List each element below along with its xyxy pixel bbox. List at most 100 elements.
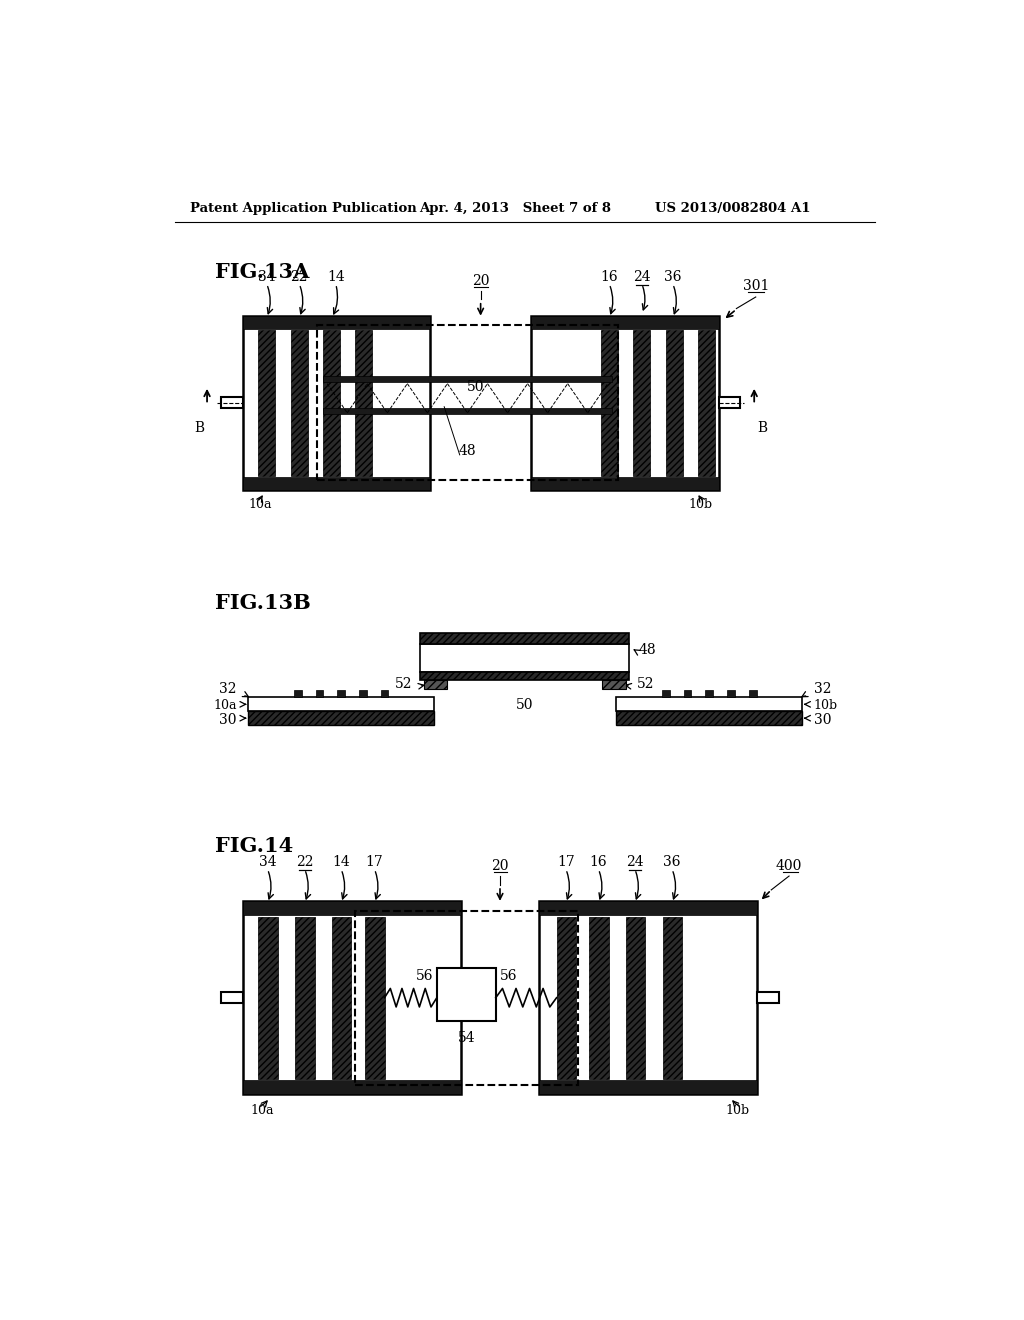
Bar <box>666 330 683 475</box>
Bar <box>662 689 670 697</box>
Bar <box>355 911 578 1085</box>
Bar <box>749 689 757 697</box>
Bar <box>243 902 461 915</box>
Text: 32: 32 <box>814 682 831 696</box>
Bar <box>531 317 719 329</box>
Bar <box>243 477 430 490</box>
Bar <box>315 689 324 697</box>
Text: 56: 56 <box>500 969 517 983</box>
Text: 48: 48 <box>639 643 656 657</box>
Bar <box>616 711 802 725</box>
Text: 34: 34 <box>258 269 275 284</box>
Bar <box>295 917 314 1078</box>
Bar <box>539 902 758 1094</box>
Bar <box>291 330 308 475</box>
Bar <box>684 689 691 697</box>
Text: 10a: 10a <box>249 499 272 511</box>
Bar <box>727 689 735 697</box>
Text: 10a: 10a <box>213 700 237 713</box>
Bar <box>324 408 611 414</box>
Text: 400: 400 <box>776 859 802 873</box>
Text: 50: 50 <box>467 380 484 395</box>
Bar <box>258 330 275 475</box>
Text: 22: 22 <box>291 269 308 284</box>
Bar <box>663 917 682 1078</box>
Text: 10a: 10a <box>251 1105 274 1118</box>
Text: FIG.13B: FIG.13B <box>215 594 310 614</box>
Text: 56: 56 <box>416 969 433 983</box>
Text: 22: 22 <box>296 855 313 869</box>
Bar <box>602 680 626 689</box>
Text: 17: 17 <box>366 855 383 869</box>
Bar <box>248 711 434 725</box>
Bar <box>719 397 740 408</box>
Bar <box>366 917 385 1078</box>
Text: 30: 30 <box>814 713 831 727</box>
Text: 50: 50 <box>516 698 534 711</box>
Bar <box>243 902 461 1094</box>
Text: 54: 54 <box>458 1031 475 1044</box>
Bar <box>697 330 715 475</box>
Bar <box>437 969 496 1020</box>
Bar <box>557 917 575 1078</box>
Bar <box>324 330 340 475</box>
Bar <box>758 993 779 1003</box>
Bar <box>359 689 367 697</box>
Bar <box>317 326 617 480</box>
Text: 24: 24 <box>626 855 644 869</box>
Bar <box>258 917 278 1078</box>
Text: 14: 14 <box>332 855 350 869</box>
Bar <box>332 917 351 1078</box>
Bar <box>221 397 243 408</box>
Bar <box>294 689 302 697</box>
Text: 10b: 10b <box>688 499 713 511</box>
Text: FIG.13A: FIG.13A <box>215 263 309 282</box>
Text: 52: 52 <box>637 677 654 692</box>
Text: US 2013/0082804 A1: US 2013/0082804 A1 <box>655 202 811 215</box>
Text: Patent Application Publication: Patent Application Publication <box>190 202 417 215</box>
Text: 20: 20 <box>472 273 489 288</box>
Text: Apr. 4, 2013   Sheet 7 of 8: Apr. 4, 2013 Sheet 7 of 8 <box>419 202 610 215</box>
Bar <box>531 317 719 490</box>
Bar <box>337 689 345 697</box>
Bar <box>420 672 630 680</box>
Text: 52: 52 <box>395 677 413 692</box>
Bar <box>424 680 447 689</box>
Bar <box>420 644 630 672</box>
Bar <box>539 902 758 915</box>
Text: 32: 32 <box>219 682 237 696</box>
Text: 36: 36 <box>665 269 682 284</box>
Text: 10b: 10b <box>725 1105 750 1118</box>
Text: 34: 34 <box>259 855 276 869</box>
Bar <box>633 330 650 475</box>
Text: 14: 14 <box>327 269 344 284</box>
Text: FIG.14: FIG.14 <box>215 836 293 855</box>
Text: 16: 16 <box>590 855 607 869</box>
Bar <box>420 634 630 644</box>
Bar <box>221 993 243 1003</box>
Text: 10b: 10b <box>814 700 838 713</box>
Text: 24: 24 <box>633 269 650 284</box>
Text: B: B <box>757 421 767 434</box>
Bar <box>324 376 611 381</box>
Text: 301: 301 <box>742 279 769 293</box>
Text: 20: 20 <box>492 859 509 873</box>
Text: 30: 30 <box>219 713 237 727</box>
Bar <box>243 317 430 490</box>
Text: B: B <box>195 421 205 434</box>
Bar <box>601 330 617 475</box>
Text: 48: 48 <box>459 444 476 458</box>
Bar <box>589 917 608 1078</box>
Bar <box>616 697 802 711</box>
Bar <box>706 689 713 697</box>
Text: 16: 16 <box>600 269 618 284</box>
Bar <box>355 330 372 475</box>
Bar <box>531 477 719 490</box>
Bar <box>243 1080 461 1094</box>
Text: 17: 17 <box>557 855 574 869</box>
Bar <box>243 317 430 329</box>
Bar <box>626 917 645 1078</box>
Bar <box>248 697 434 711</box>
Text: 36: 36 <box>664 855 681 869</box>
Bar <box>539 1080 758 1094</box>
